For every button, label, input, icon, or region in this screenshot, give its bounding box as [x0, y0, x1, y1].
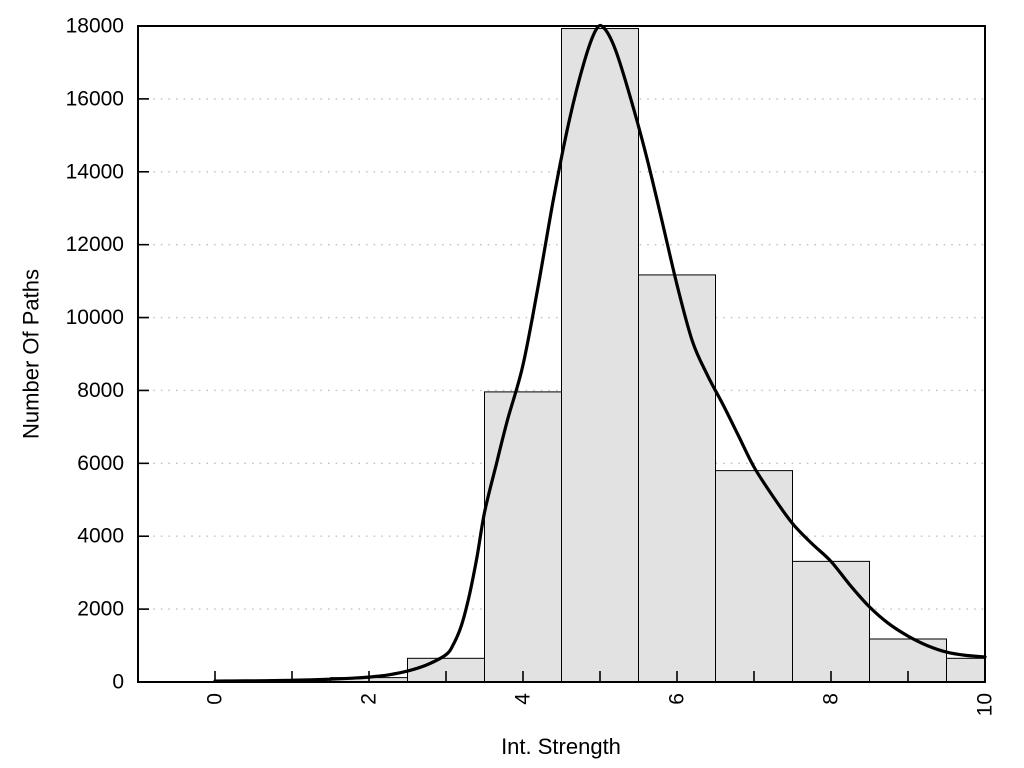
histogram-bar: [715, 470, 793, 683]
x-axis-title: Int. Strength: [501, 734, 621, 759]
x-tick-label: 4: [512, 693, 535, 705]
y-tick-label: 8000: [77, 379, 124, 402]
histogram-bar: [946, 657, 986, 683]
y-tick-label: 6000: [77, 452, 124, 475]
y-tick-label: 14000: [66, 160, 124, 183]
y-tick-label: 12000: [66, 233, 124, 256]
x-tick-label: 10: [974, 693, 997, 716]
x-tick-label: 0: [204, 693, 227, 705]
y-axis-title: Number Of Paths: [19, 269, 44, 439]
histogram-bar: [792, 560, 870, 683]
y-tick-label: 16000: [66, 87, 124, 110]
x-tick-label: 8: [820, 693, 843, 705]
y-tick-label: 2000: [77, 598, 124, 621]
y-tick-label: 10000: [66, 306, 124, 329]
y-tick-label: 4000: [77, 525, 124, 548]
x-tick-label: 6: [666, 693, 689, 705]
x-tick-label: 2: [358, 693, 381, 705]
y-tick-label: 18000: [66, 15, 124, 38]
histogram-bar: [638, 274, 716, 683]
y-tick-label: 0: [112, 671, 124, 694]
histogram-bar: [561, 28, 639, 683]
plot-frame: [137, 25, 986, 683]
histogram-bar: [484, 391, 562, 683]
